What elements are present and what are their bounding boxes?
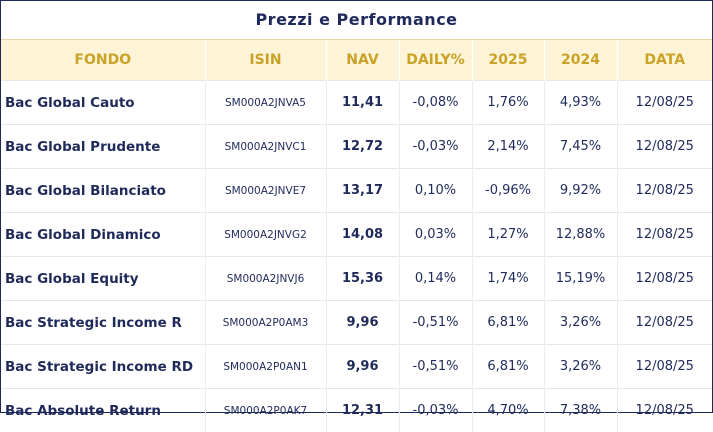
fund-2025: 1,27% (472, 213, 544, 257)
fund-nav: 9,96 (326, 301, 399, 345)
fund-daily: -0,03% (399, 389, 472, 432)
fund-date: 12/08/25 (617, 257, 712, 301)
header-2025: 2025 (472, 40, 544, 81)
fund-date: 12/08/25 (617, 213, 712, 257)
table-row: Bac Global Prudente SM000A2JNVC1 12,72 -… (1, 125, 712, 169)
fund-2025: 1,74% (472, 257, 544, 301)
fund-isin: SM000A2JNVG2 (205, 213, 326, 257)
fund-2024: 9,92% (544, 169, 617, 213)
fund-2025: 6,81% (472, 345, 544, 389)
header-data: DATA (617, 40, 712, 81)
fund-daily: 0,03% (399, 213, 472, 257)
header-daily: DAILY% (399, 40, 472, 81)
fund-nav: 12,31 (326, 389, 399, 432)
fund-nav: 13,17 (326, 169, 399, 213)
fund-nav: 11,41 (326, 81, 399, 125)
fund-date: 12/08/25 (617, 389, 712, 432)
fund-2024: 7,38% (544, 389, 617, 432)
fund-daily: 0,10% (399, 169, 472, 213)
header-row: FONDO ISIN NAV DAILY% 2025 2024 DATA (1, 40, 712, 81)
fund-daily: -0,51% (399, 345, 472, 389)
fund-2025: 1,76% (472, 81, 544, 125)
header-isin: ISIN (205, 40, 326, 81)
header-fondo: FONDO (1, 40, 205, 81)
fund-2025: 6,81% (472, 301, 544, 345)
fund-name: Bac Global Prudente (1, 125, 205, 169)
fund-2024: 4,93% (544, 81, 617, 125)
fund-isin: SM000A2P0AN1 (205, 345, 326, 389)
fund-2024: 3,26% (544, 345, 617, 389)
fund-nav: 12,72 (326, 125, 399, 169)
table-row: Bac Global Bilanciato SM000A2JNVE7 13,17… (1, 169, 712, 213)
performance-table: FONDO ISIN NAV DAILY% 2025 2024 DATA Bac… (1, 40, 712, 432)
fund-2025: 2,14% (472, 125, 544, 169)
fund-date: 12/08/25 (617, 81, 712, 125)
fund-nav: 15,36 (326, 257, 399, 301)
fund-daily: -0,03% (399, 125, 472, 169)
fund-name: Bac Global Dinamico (1, 213, 205, 257)
fund-2024: 15,19% (544, 257, 617, 301)
fund-name: Bac Global Equity (1, 257, 205, 301)
table-row: Bac Global Dinamico SM000A2JNVG2 14,08 0… (1, 213, 712, 257)
fund-2024: 12,88% (544, 213, 617, 257)
fund-name: Bac Strategic Income RD (1, 345, 205, 389)
table-row: Bac Strategic Income RD SM000A2P0AN1 9,9… (1, 345, 712, 389)
fund-2024: 3,26% (544, 301, 617, 345)
fund-isin: SM000A2JNVE7 (205, 169, 326, 213)
fund-2025: 4,70% (472, 389, 544, 432)
table-row: Bac Global Cauto SM000A2JNVA5 11,41 -0,0… (1, 81, 712, 125)
fund-isin: SM000A2JNVJ6 (205, 257, 326, 301)
fund-date: 12/08/25 (617, 345, 712, 389)
panel-title: Prezzi e Performance (1, 1, 712, 40)
fund-nav: 9,96 (326, 345, 399, 389)
fund-isin: SM000A2P0AK7 (205, 389, 326, 432)
header-nav: NAV (326, 40, 399, 81)
fund-2025: -0,96% (472, 169, 544, 213)
fund-daily: -0,51% (399, 301, 472, 345)
table-row: Bac Absolute Return SM000A2P0AK7 12,31 -… (1, 389, 712, 432)
fund-name: Bac Absolute Return (1, 389, 205, 432)
fund-isin: SM000A2P0AM3 (205, 301, 326, 345)
fund-isin: SM000A2JNVA5 (205, 81, 326, 125)
fund-date: 12/08/25 (617, 301, 712, 345)
table-row: Bac Strategic Income R SM000A2P0AM3 9,96… (1, 301, 712, 345)
fund-nav: 14,08 (326, 213, 399, 257)
fund-name: Bac Global Cauto (1, 81, 205, 125)
fund-date: 12/08/25 (617, 169, 712, 213)
table-body: Bac Global Cauto SM000A2JNVA5 11,41 -0,0… (1, 81, 712, 432)
fund-name: Bac Global Bilanciato (1, 169, 205, 213)
table-row: Bac Global Equity SM000A2JNVJ6 15,36 0,1… (1, 257, 712, 301)
fund-daily: 0,14% (399, 257, 472, 301)
fund-daily: -0,08% (399, 81, 472, 125)
header-2024: 2024 (544, 40, 617, 81)
performance-panel: Prezzi e Performance FONDO ISIN NAV DAIL… (0, 0, 713, 413)
fund-date: 12/08/25 (617, 125, 712, 169)
fund-2024: 7,45% (544, 125, 617, 169)
table-header: FONDO ISIN NAV DAILY% 2025 2024 DATA (1, 40, 712, 81)
fund-isin: SM000A2JNVC1 (205, 125, 326, 169)
fund-name: Bac Strategic Income R (1, 301, 205, 345)
